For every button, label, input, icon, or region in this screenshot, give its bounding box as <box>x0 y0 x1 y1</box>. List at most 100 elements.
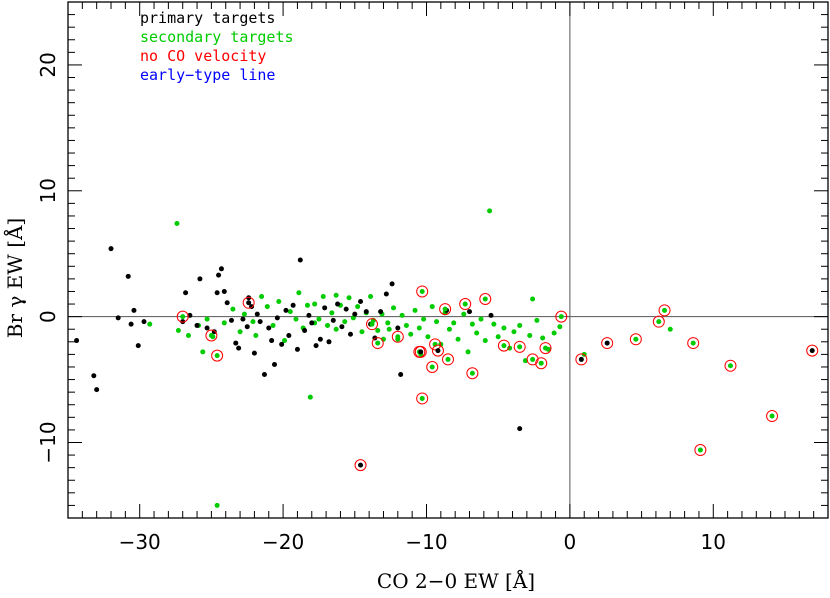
secondary-point <box>359 329 365 335</box>
no-co-velocity-dot <box>429 364 435 370</box>
primary-point <box>74 338 80 344</box>
primary-point <box>309 320 315 326</box>
no-co-velocity-ring <box>479 293 492 306</box>
no-co-velocity-ring <box>687 337 700 350</box>
no-co-velocity-dot <box>517 344 523 350</box>
primary-point <box>204 325 210 331</box>
secondary-point <box>241 311 247 317</box>
primary-point <box>266 325 272 331</box>
secondary-point <box>200 349 206 355</box>
secondary-point <box>276 299 282 305</box>
secondary-point <box>316 316 322 322</box>
secondary-point <box>259 293 265 299</box>
primary-point <box>218 266 224 272</box>
primary-point <box>363 309 369 315</box>
secondary-point <box>416 325 422 331</box>
no-co-velocity-ring <box>652 315 665 328</box>
no-co-velocity-ring <box>211 349 224 362</box>
secondary-point <box>253 333 259 339</box>
no-co-velocity-dot <box>214 353 220 359</box>
secondary-point <box>147 321 153 327</box>
no-co-velocity-dot <box>558 314 564 320</box>
legend: primary targets secondary targets no CO … <box>140 9 294 84</box>
secondary-point <box>425 334 431 340</box>
primary-point <box>335 301 341 307</box>
no-co-velocity-ring <box>242 296 255 309</box>
primary-point <box>326 339 332 345</box>
no-co-velocity-ring <box>526 353 539 366</box>
primary-point <box>330 317 336 323</box>
secondary-point <box>237 329 243 335</box>
x-tick-label: 10 <box>701 530 726 554</box>
primary-point <box>306 312 312 318</box>
secondary-point <box>204 316 210 322</box>
no-co-velocity-dot <box>445 356 451 362</box>
primary-point <box>224 300 230 306</box>
secondary-point <box>264 304 270 310</box>
primary-point <box>94 387 100 393</box>
x-axis-title: CO 2−0 EW [Å] <box>377 568 535 593</box>
no-co-velocity-ring <box>466 367 479 380</box>
no-co-velocity-dot <box>578 356 584 362</box>
primary-point <box>317 336 323 342</box>
secondary-point <box>355 304 361 310</box>
secondary-point <box>408 331 414 337</box>
secondary-point <box>517 322 523 328</box>
primary-point <box>290 302 296 308</box>
secondary-point <box>386 326 392 332</box>
no-co-velocity-ring <box>658 304 671 317</box>
primary-point <box>297 257 303 263</box>
no-co-velocity-dot <box>769 413 775 419</box>
primary-point <box>358 299 364 305</box>
primary-point <box>141 319 147 325</box>
no-co-velocity-dot <box>395 334 401 340</box>
no-co-velocity-dot <box>690 340 696 346</box>
primary-point <box>254 311 260 317</box>
no-co-velocity-dot <box>662 307 668 313</box>
primary-point <box>251 350 257 356</box>
secondary-point <box>391 305 397 311</box>
primary-point <box>128 321 134 327</box>
no-co-velocity-ring <box>629 333 642 346</box>
legend-entry-secondary: secondary targets <box>140 28 294 46</box>
no-co-velocity-dot <box>604 340 610 346</box>
secondary-point <box>399 312 405 318</box>
no-co-velocity-ring <box>429 338 442 351</box>
primary-point <box>135 343 141 349</box>
primary-point <box>395 325 401 331</box>
secondary-point <box>385 320 391 326</box>
secondary-point <box>333 292 339 298</box>
no-co-velocity-dot <box>419 288 425 294</box>
no-co-velocity-ring <box>442 353 454 366</box>
secondary-point <box>346 295 352 301</box>
legend-entry-primary: primary targets <box>140 9 275 27</box>
secondary-point <box>333 326 339 332</box>
primary-point <box>91 373 97 379</box>
primary-point <box>244 324 250 330</box>
no-co-velocity-dot <box>697 447 703 453</box>
no-co-velocity-dot <box>543 345 549 351</box>
secondary-point <box>474 330 480 336</box>
secondary-point <box>304 302 310 308</box>
secondary-point <box>451 320 457 326</box>
primary-point <box>467 309 473 315</box>
secondary-point <box>495 334 501 340</box>
secondary-point <box>214 502 220 508</box>
secondary-point <box>221 320 227 326</box>
secondary-point <box>478 316 484 322</box>
no-co-velocity-ring <box>601 337 614 350</box>
data-points <box>74 208 819 508</box>
plot-area <box>67 1 829 519</box>
secondary-point <box>342 319 348 325</box>
primary-point <box>286 333 292 339</box>
primary-point <box>274 315 280 321</box>
no-co-velocity-dot <box>809 348 815 354</box>
primary-point <box>283 307 289 313</box>
secondary-point <box>282 338 288 344</box>
primary-point <box>240 316 246 322</box>
no-co-velocity-dot <box>375 340 381 346</box>
primary-point <box>271 361 277 367</box>
x-tick-label: −30 <box>119 530 161 554</box>
primary-point <box>194 322 200 328</box>
no-co-velocity-ring <box>724 359 737 372</box>
